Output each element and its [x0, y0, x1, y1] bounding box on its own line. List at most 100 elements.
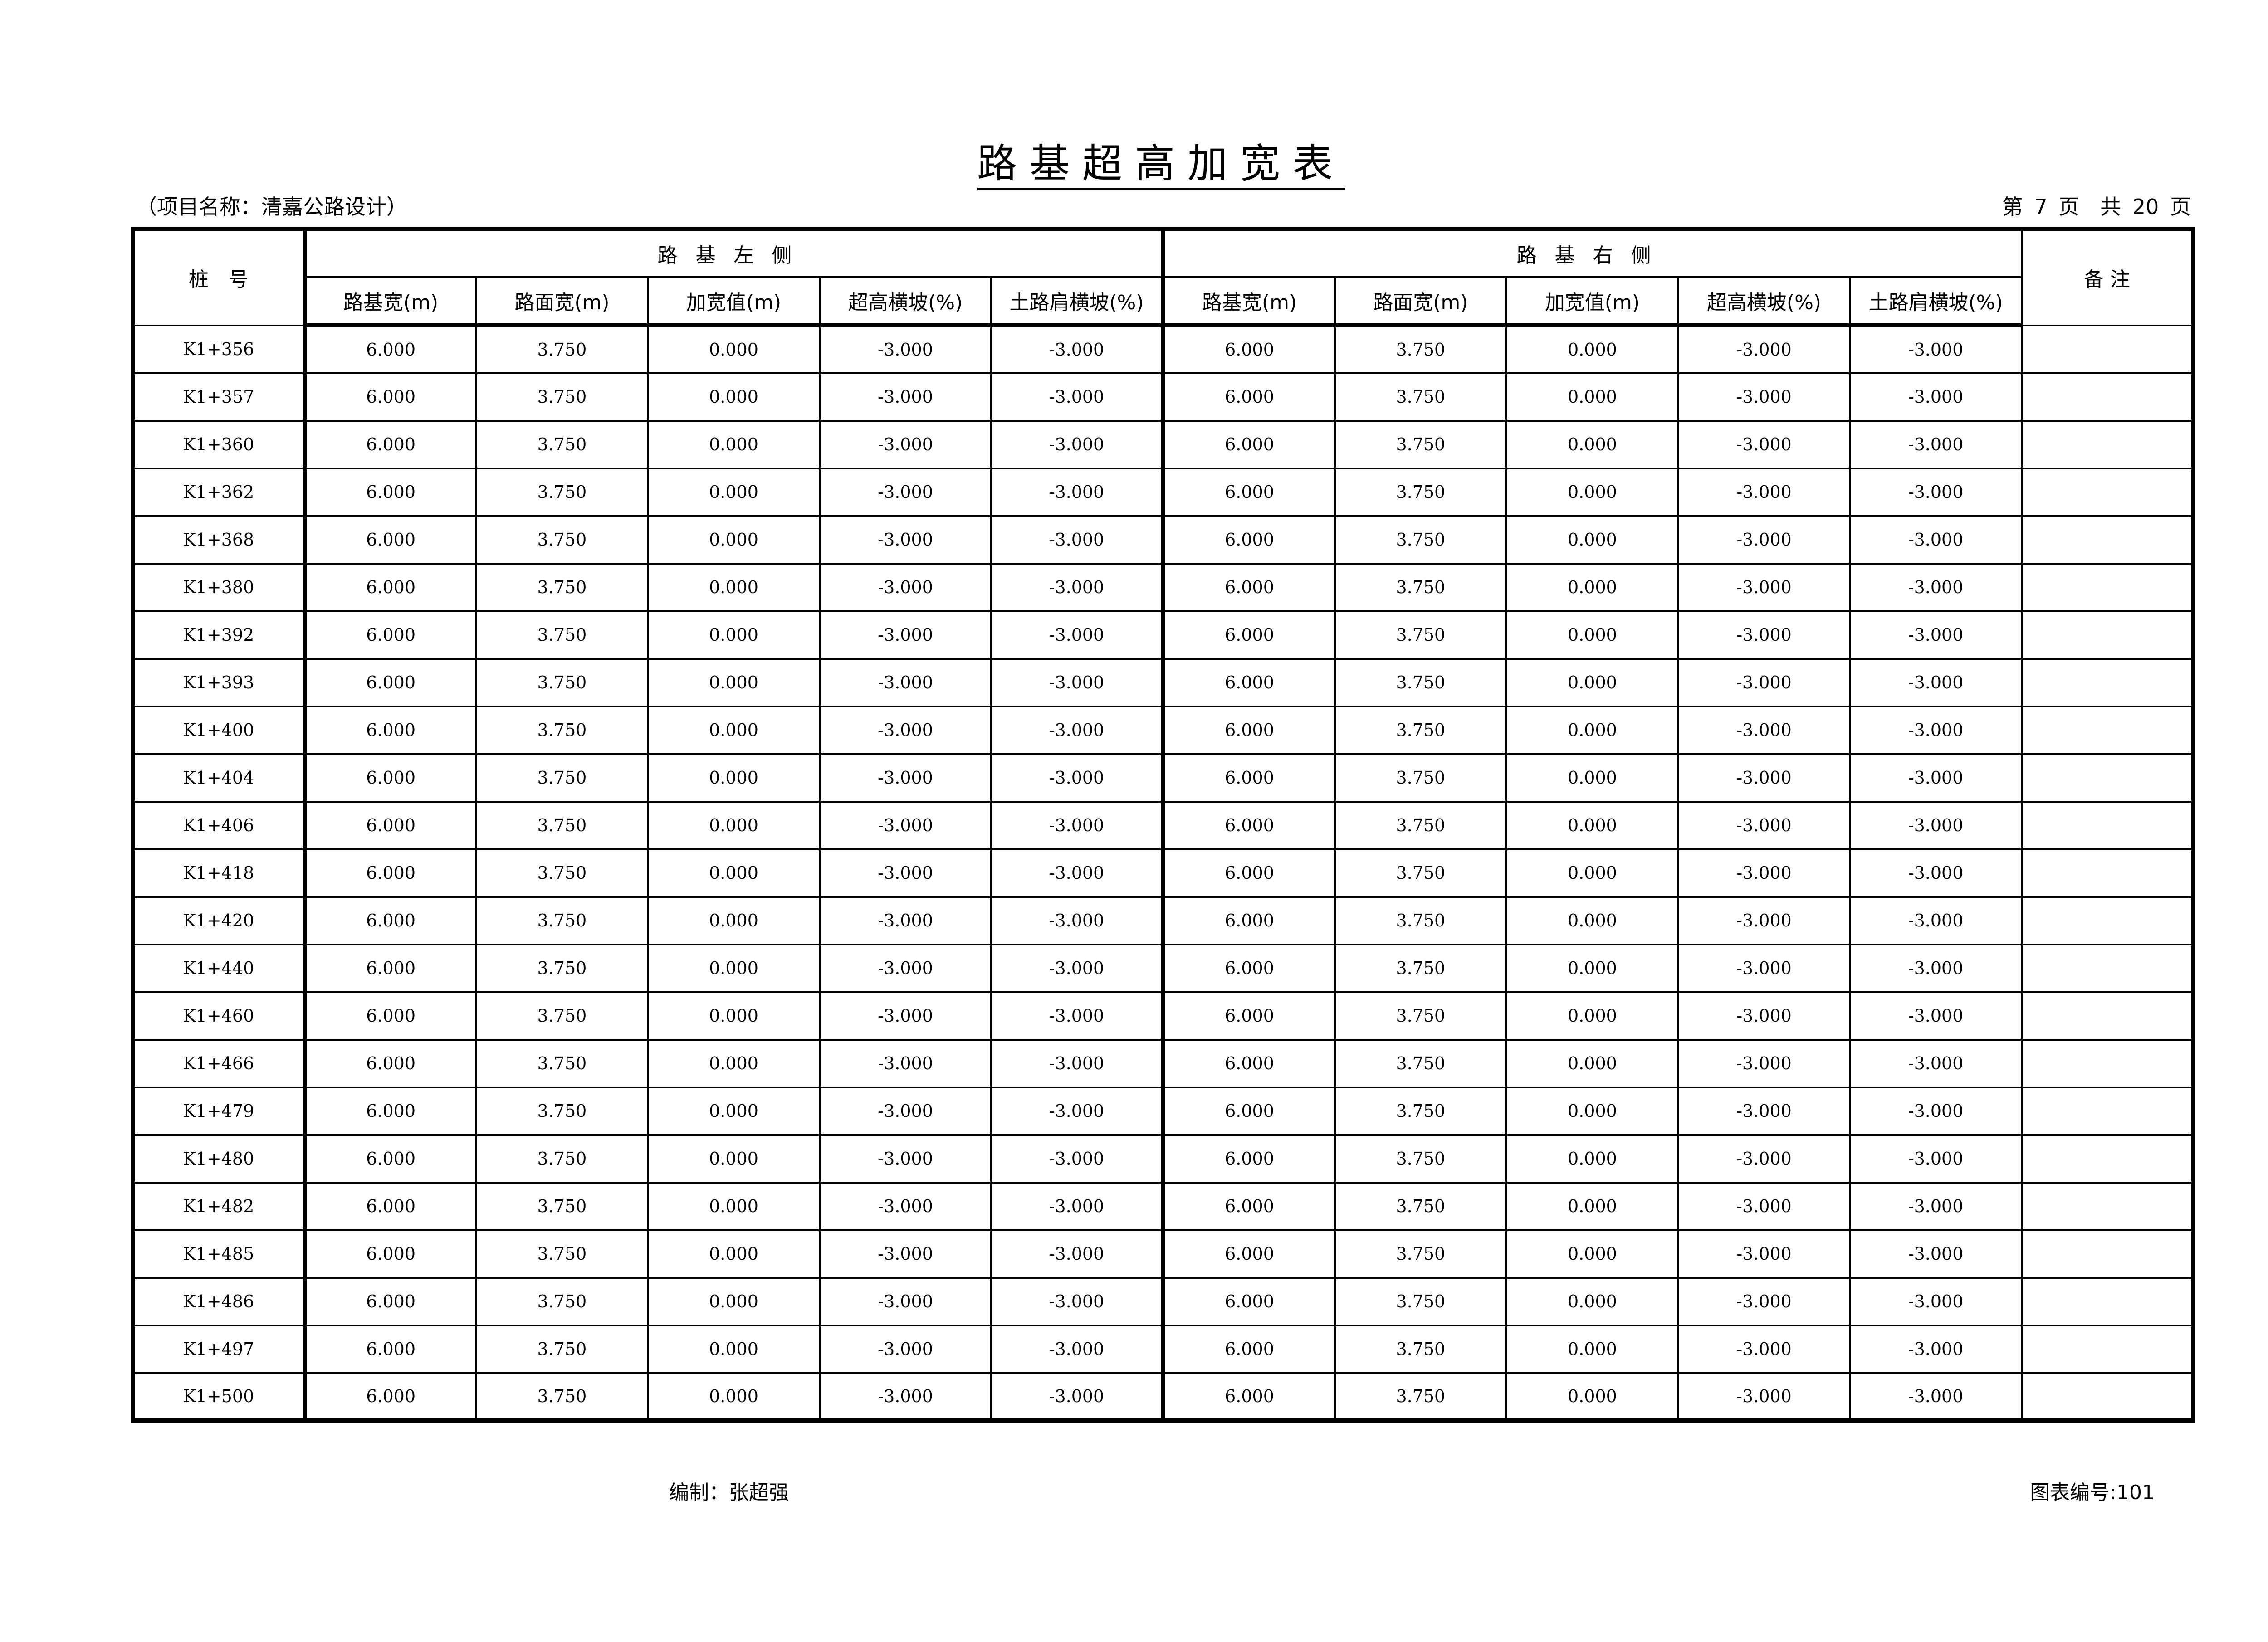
- left-value-cell: -3.000: [818, 1038, 992, 1088]
- right-value-cell: 3.750: [1334, 1229, 1508, 1279]
- left-value-cell: 6.000: [302, 991, 477, 1041]
- left-value-cell: 3.750: [475, 1086, 649, 1136]
- header-left-col: 土路肩横坡(%): [990, 276, 1164, 327]
- table-body: K1+356 6.000 3.750 0.000 -3.000 -3.000 6.000 3.…: [132, 324, 2195, 1422]
- right-value-cell: -3.000: [1677, 800, 1851, 850]
- table-row: K1+368 6.000 3.750 0.000 -3.000 -3.000 6.000 3.…: [132, 515, 2195, 565]
- right-value-cell: -3.000: [1677, 610, 1851, 660]
- right-value-cell: 3.750: [1334, 896, 1508, 945]
- right-value-cell: 6.000: [1161, 1038, 1336, 1088]
- left-value-cell: -3.000: [990, 1134, 1164, 1184]
- left-value-cell: -3.000: [990, 896, 1164, 945]
- right-value-cell: 6.000: [1161, 610, 1336, 660]
- left-value-cell: 3.750: [475, 658, 649, 707]
- left-value-cell: -3.000: [990, 800, 1164, 850]
- right-value-cell: 3.750: [1334, 562, 1508, 612]
- right-value-cell: -3.000: [1677, 753, 1851, 803]
- right-value-cell: 6.000: [1161, 848, 1336, 898]
- left-value-cell: 3.750: [475, 467, 649, 517]
- right-value-cell: -3.000: [1849, 372, 2023, 422]
- right-value-cell: -3.000: [1677, 372, 1851, 422]
- left-value-cell: 3.750: [475, 705, 649, 755]
- right-value-cell: -3.000: [1677, 467, 1851, 517]
- left-value-cell: -3.000: [818, 705, 992, 755]
- remark-cell: [2020, 1086, 2195, 1136]
- stake-cell: K1+406: [132, 800, 306, 850]
- right-value-cell: -3.000: [1849, 1038, 2023, 1088]
- left-value-cell: 3.750: [475, 610, 649, 660]
- right-value-cell: 3.750: [1334, 515, 1508, 565]
- right-value-cell: 6.000: [1161, 515, 1336, 565]
- left-value-cell: 6.000: [302, 1038, 477, 1088]
- left-value-cell: 3.750: [475, 419, 649, 469]
- right-value-cell: 3.750: [1334, 1134, 1508, 1184]
- left-value-cell: -3.000: [990, 1038, 1164, 1088]
- header-remarks: 备 注: [2020, 228, 2195, 326]
- left-value-cell: 0.000: [647, 1277, 821, 1326]
- right-value-cell: 0.000: [1505, 419, 1679, 469]
- left-value-cell: -3.000: [818, 848, 992, 898]
- left-value-cell: -3.000: [990, 419, 1164, 469]
- right-value-cell: -3.000: [1849, 1181, 2023, 1231]
- right-value-cell: -3.000: [1849, 753, 2023, 803]
- left-value-cell: 0.000: [647, 1229, 821, 1279]
- right-value-cell: 0.000: [1505, 562, 1679, 612]
- left-value-cell: -3.000: [990, 705, 1164, 755]
- header-left-col: 路基宽(m): [302, 276, 477, 327]
- left-value-cell: 6.000: [302, 324, 477, 374]
- left-value-cell: -3.000: [818, 943, 992, 993]
- right-value-cell: 3.750: [1334, 943, 1508, 993]
- stake-cell: K1+500: [132, 1372, 306, 1422]
- left-value-cell: 0.000: [647, 1181, 821, 1231]
- left-value-cell: 3.750: [475, 1324, 649, 1374]
- left-value-cell: -3.000: [818, 1324, 992, 1374]
- right-value-cell: -3.000: [1849, 1229, 2023, 1279]
- right-value-cell: 0.000: [1505, 705, 1679, 755]
- left-value-cell: 6.000: [302, 943, 477, 993]
- table-row: K1+440 6.000 3.750 0.000 -3.000 -3.000 6.000 3.…: [132, 943, 2195, 993]
- left-value-cell: 6.000: [302, 562, 477, 612]
- table-row: K1+479 6.000 3.750 0.000 -3.000 -3.000 6.000 3.…: [132, 1086, 2195, 1136]
- table-row: K1+404 6.000 3.750 0.000 -3.000 -3.000 6.000 3.…: [132, 753, 2195, 803]
- right-value-cell: 0.000: [1505, 1324, 1679, 1374]
- stake-cell: K1+486: [132, 1277, 306, 1326]
- remark-cell: [2020, 419, 2195, 469]
- left-value-cell: 6.000: [302, 800, 477, 850]
- table-row: K1+357 6.000 3.750 0.000 -3.000 -3.000 6.000 3.…: [132, 372, 2195, 422]
- left-value-cell: 0.000: [647, 1324, 821, 1374]
- left-value-cell: 0.000: [647, 705, 821, 755]
- left-value-cell: -3.000: [818, 515, 992, 565]
- left-value-cell: 6.000: [302, 896, 477, 945]
- remark-cell: [2020, 467, 2195, 517]
- left-value-cell: -3.000: [990, 372, 1164, 422]
- left-value-cell: 0.000: [647, 1134, 821, 1184]
- left-value-cell: 0.000: [647, 800, 821, 850]
- stake-cell: K1+360: [132, 419, 306, 469]
- left-value-cell: -3.000: [818, 1086, 992, 1136]
- right-value-cell: -3.000: [1849, 467, 2023, 517]
- right-value-cell: -3.000: [1677, 1229, 1851, 1279]
- right-value-cell: -3.000: [1849, 800, 2023, 850]
- right-value-cell: -3.000: [1677, 515, 1851, 565]
- header-right-group: 路基右侧: [1161, 228, 2023, 278]
- right-value-cell: 3.750: [1334, 324, 1508, 374]
- left-value-cell: -3.000: [818, 419, 992, 469]
- right-value-cell: 3.750: [1334, 1277, 1508, 1326]
- right-value-cell: 6.000: [1161, 991, 1336, 1041]
- page-info: 第 7 页 共 20 页: [2002, 195, 2191, 219]
- left-value-cell: -3.000: [818, 1229, 992, 1279]
- left-value-cell: 6.000: [302, 419, 477, 469]
- left-value-cell: 3.750: [475, 848, 649, 898]
- stake-cell: K1+482: [132, 1181, 306, 1231]
- remark-cell: [2020, 562, 2195, 612]
- right-value-cell: 6.000: [1161, 658, 1336, 707]
- table-row: K1+497 6.000 3.750 0.000 -3.000 -3.000 6.000 3.…: [132, 1324, 2195, 1374]
- left-value-cell: 6.000: [302, 610, 477, 660]
- left-value-cell: -3.000: [818, 1277, 992, 1326]
- right-value-cell: 3.750: [1334, 1181, 1508, 1231]
- left-value-cell: 0.000: [647, 848, 821, 898]
- stake-cell: K1+440: [132, 943, 306, 993]
- right-value-cell: 6.000: [1161, 1229, 1336, 1279]
- right-value-cell: 6.000: [1161, 562, 1336, 612]
- table-row: K1+406 6.000 3.750 0.000 -3.000 -3.000 6.000 3.…: [132, 800, 2195, 850]
